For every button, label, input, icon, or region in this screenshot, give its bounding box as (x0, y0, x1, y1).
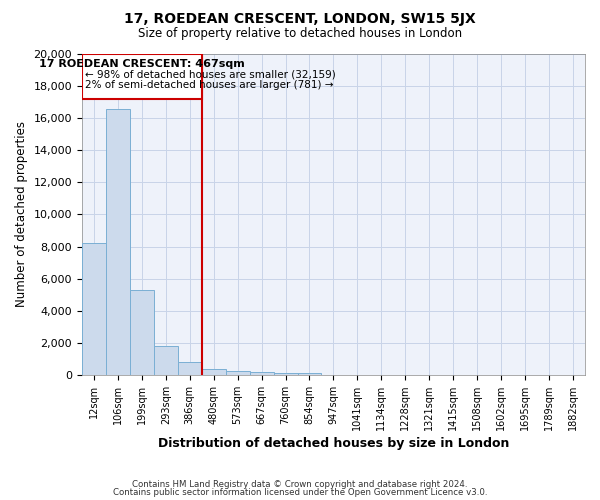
Bar (154, 346, 178, 375)
Bar (226, 371, 250, 375)
Bar (274, 372, 298, 375)
Bar (130, 290, 154, 375)
Text: Contains HM Land Registry data © Crown copyright and database right 2024.: Contains HM Land Registry data © Crown c… (132, 480, 468, 489)
Text: 2% of semi-detached houses are larger (781) →: 2% of semi-detached houses are larger (7… (85, 80, 334, 90)
Bar (82, 54, 202, 99)
Text: ← 98% of detached houses are smaller (32,159): ← 98% of detached houses are smaller (32… (85, 69, 336, 79)
Y-axis label: Number of detached properties: Number of detached properties (15, 122, 28, 308)
Bar (298, 373, 322, 375)
Bar (202, 369, 226, 375)
Bar (106, 108, 130, 375)
Bar (178, 362, 202, 375)
Bar (250, 372, 274, 375)
Text: 17 ROEDEAN CRESCENT: 467sqm: 17 ROEDEAN CRESCENT: 467sqm (39, 59, 245, 69)
Text: Size of property relative to detached houses in London: Size of property relative to detached ho… (138, 28, 462, 40)
Bar (82, 244, 106, 375)
X-axis label: Distribution of detached houses by size in London: Distribution of detached houses by size … (158, 437, 509, 450)
Text: Contains public sector information licensed under the Open Government Licence v3: Contains public sector information licen… (113, 488, 487, 497)
Text: 17, ROEDEAN CRESCENT, LONDON, SW15 5JX: 17, ROEDEAN CRESCENT, LONDON, SW15 5JX (124, 12, 476, 26)
